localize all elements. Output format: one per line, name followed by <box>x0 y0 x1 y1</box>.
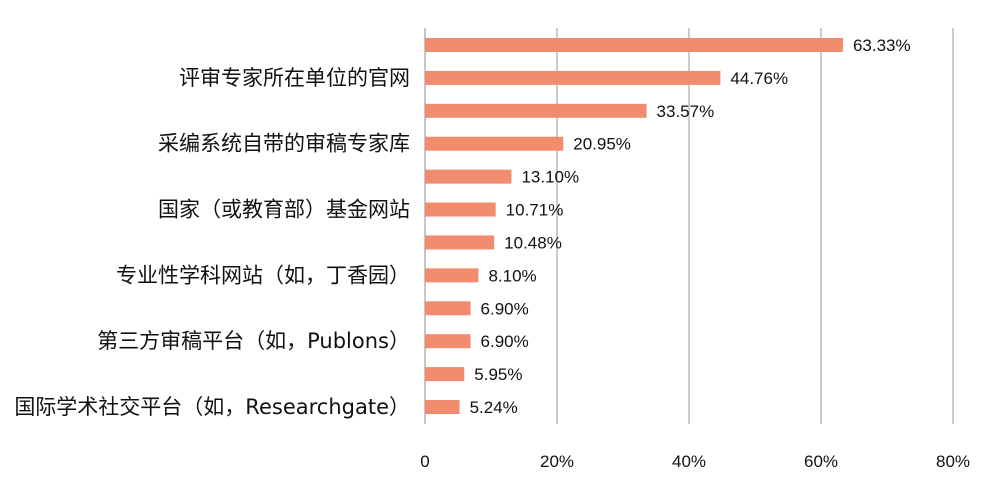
bar <box>425 70 721 85</box>
category-label: 专业性学科网站（如，丁香园） <box>116 263 410 287</box>
bar <box>425 400 460 414</box>
category-label: 国家（或教育部）基金网站 <box>158 198 410 222</box>
x-tick-label: 60% <box>804 452 838 471</box>
bar <box>425 268 479 283</box>
data-label: 10.48% <box>504 233 562 252</box>
bar <box>425 235 495 250</box>
data-label: 6.90% <box>481 299 529 318</box>
data-label: 44.76% <box>730 69 788 88</box>
data-label: 63.33% <box>853 36 911 55</box>
bar <box>425 169 512 184</box>
category-labels: 评审专家所在单位的官网采编系统自带的审稿专家库国家（或教育部）基金网站专业性学科… <box>14 66 410 419</box>
bar <box>425 367 465 382</box>
bar <box>425 334 471 349</box>
bars <box>425 38 843 414</box>
bar <box>425 301 471 316</box>
data-label: 5.24% <box>470 398 518 417</box>
gridlines <box>424 28 954 424</box>
x-tick-labels: 0 20% 40% 60% 80% <box>420 452 970 471</box>
x-tick-label: 40% <box>672 452 706 471</box>
bar <box>425 202 496 217</box>
x-tick-label: 80% <box>936 452 970 471</box>
category-label: 第三方审稿平台（如，Publons） <box>97 329 410 353</box>
data-label: 6.90% <box>481 332 529 351</box>
x-tick-label: 0 <box>420 452 429 471</box>
category-label: 国际学术社交平台（如，Researchgate） <box>14 395 410 419</box>
data-label: 20.95% <box>573 135 631 154</box>
data-label: 13.10% <box>521 168 579 187</box>
data-label: 10.71% <box>506 201 564 220</box>
bar <box>425 38 843 52</box>
category-label: 采编系统自带的审稿专家库 <box>158 132 410 156</box>
category-label: 评审专家所在单位的官网 <box>179 66 410 90</box>
bar <box>425 136 564 151</box>
x-tick-label: 20% <box>540 452 574 471</box>
data-label: 5.95% <box>474 365 522 384</box>
value-labels: 63.33% 44.76% 33.57% 20.95% 13.10% 10.71% 10.4… <box>470 36 911 417</box>
data-label: 8.10% <box>488 266 536 285</box>
data-label: 33.57% <box>657 102 715 121</box>
bar <box>425 103 647 118</box>
